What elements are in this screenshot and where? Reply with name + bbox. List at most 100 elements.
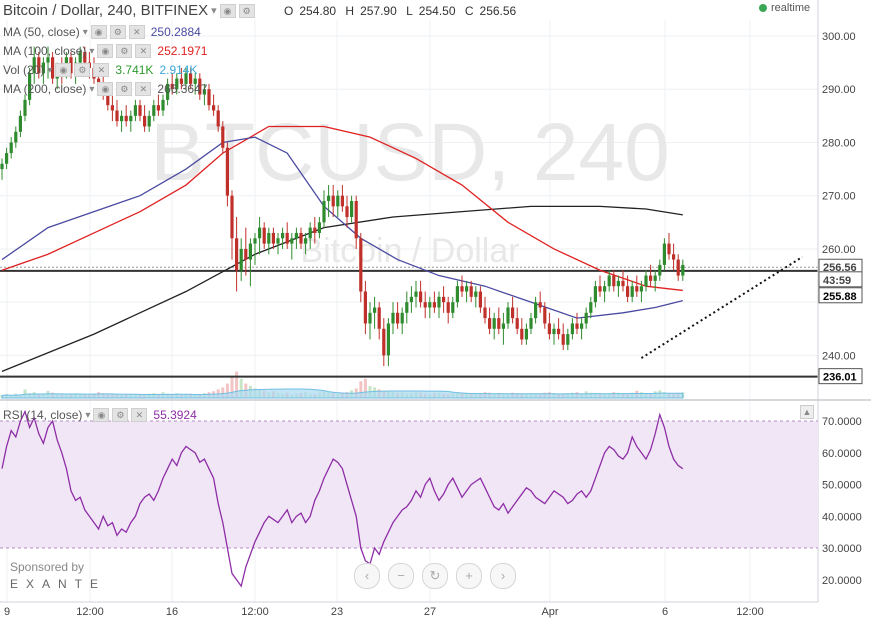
candle-body xyxy=(133,105,137,116)
scroll-left-button[interactable]: ‹ xyxy=(354,563,380,589)
open-label: O xyxy=(284,4,294,18)
volume-bar xyxy=(221,387,225,398)
gear-icon[interactable]: ⚙ xyxy=(238,3,255,18)
candle-body xyxy=(37,57,41,74)
legend-ma200[interactable]: MA (200, close) ▾ ◉ ⚙ ✕ 266.3647 xyxy=(3,82,207,96)
candle-body xyxy=(32,57,36,74)
eye-icon[interactable]: ◉ xyxy=(93,408,110,422)
close-icon[interactable]: ✕ xyxy=(135,82,152,96)
high-value: 257.90 xyxy=(360,4,397,18)
gear-icon[interactable]: ⚙ xyxy=(112,408,129,422)
candle-body xyxy=(469,286,473,297)
legend-ma50[interactable]: MA (50, close) ▾ ◉ ⚙ ✕ 250.2884 xyxy=(3,25,201,39)
candle-body xyxy=(97,78,101,84)
eye-icon[interactable]: ◉ xyxy=(90,25,107,39)
rsi-tick-label: 70.0000 xyxy=(822,416,862,428)
eye-icon[interactable]: ◉ xyxy=(97,44,114,58)
price-tick-label: 300.00 xyxy=(822,31,856,43)
eye-icon[interactable]: ◉ xyxy=(97,82,114,96)
candle-body xyxy=(350,201,354,217)
candle-body xyxy=(28,73,32,100)
volume-bar xyxy=(23,389,27,398)
candle-body xyxy=(129,115,133,122)
chevron-down-icon[interactable]: ▾ xyxy=(89,45,95,57)
candle-body xyxy=(644,275,648,287)
candle-body xyxy=(492,318,496,329)
candle-body xyxy=(253,238,257,244)
close-icon[interactable]: ✕ xyxy=(93,63,110,77)
candle-body xyxy=(78,51,82,63)
candle-body xyxy=(639,286,643,292)
volume-bar xyxy=(239,378,243,398)
candle-body xyxy=(239,248,243,271)
candle-body xyxy=(672,254,676,260)
candle-body xyxy=(511,307,515,319)
chevron-down-icon[interactable]: ▾ xyxy=(47,64,53,76)
volume-ma-value: 2.914K xyxy=(159,63,198,77)
candle-body xyxy=(221,126,225,148)
candle-body xyxy=(649,275,653,281)
candle-body xyxy=(244,248,248,260)
candle-body xyxy=(442,296,446,303)
price-label-text: 236.01 xyxy=(823,372,857,384)
price-label-text: 255.88 xyxy=(823,291,857,303)
chevron-down-icon[interactable]: ▾ xyxy=(89,83,95,95)
candle-body xyxy=(529,318,533,329)
candle-body xyxy=(124,115,128,122)
candle-body xyxy=(235,238,239,271)
ma50-value: 250.2884 xyxy=(150,25,201,39)
candle-body xyxy=(534,302,538,319)
candle-body xyxy=(299,232,303,244)
candle-body xyxy=(147,115,151,127)
candle-body xyxy=(308,227,312,239)
candle-body xyxy=(152,105,156,116)
legend-rsi[interactable]: RSI (14, close) ▾ ◉ ⚙ ✕ 55.3924 xyxy=(3,408,197,422)
gear-icon[interactable]: ⚙ xyxy=(109,25,126,39)
zoom-out-button[interactable]: − xyxy=(388,563,414,589)
ma100-value: 252.1971 xyxy=(157,44,208,58)
legend-ma100[interactable]: MA (100, close) ▾ ◉ ⚙ ✕ 252.1971 xyxy=(3,44,207,58)
close-icon[interactable]: ✕ xyxy=(135,44,152,58)
rsi-tick-label: 50.0000 xyxy=(822,480,862,492)
gear-icon[interactable]: ⚙ xyxy=(74,63,91,77)
candle-body xyxy=(681,264,685,276)
close-icon[interactable]: ✕ xyxy=(128,25,145,39)
time-tick-label: 23 xyxy=(331,606,343,618)
candle-body xyxy=(603,286,607,292)
candle-body xyxy=(460,286,464,292)
chevron-down-icon[interactable]: ▾ xyxy=(85,409,91,421)
price-label-box xyxy=(818,287,863,304)
gear-icon[interactable]: ⚙ xyxy=(116,44,133,58)
sponsor-block[interactable]: Sponsored by EXANTE xyxy=(10,560,106,591)
candle-body xyxy=(363,291,367,324)
rsi-line xyxy=(1,409,684,588)
candle-body xyxy=(653,275,657,281)
chevron-down-icon[interactable]: ▾ xyxy=(82,26,88,38)
candle-body xyxy=(179,78,183,84)
candle-body xyxy=(225,147,229,196)
maximize-pane-icon[interactable]: ▲ xyxy=(800,405,814,419)
close-icon[interactable]: ✕ xyxy=(131,408,148,422)
reset-button[interactable]: ↻ xyxy=(422,563,448,589)
candle-body xyxy=(156,105,160,111)
candle-body xyxy=(455,286,459,303)
scroll-right-button[interactable]: › xyxy=(490,563,516,589)
candle-body xyxy=(14,131,18,143)
volume-bar xyxy=(230,376,234,398)
candle-body xyxy=(506,307,510,324)
candle-body xyxy=(23,99,27,116)
candle-body xyxy=(267,232,271,244)
candle-body xyxy=(304,238,308,244)
zoom-in-button[interactable]: + xyxy=(456,563,482,589)
eye-icon[interactable]: ◉ xyxy=(219,3,236,18)
candle-body xyxy=(515,318,519,329)
legend-volume[interactable]: Vol (20) ▾ ◉ ⚙ ✕ 3.741K 2.914K xyxy=(3,63,197,77)
candle-body xyxy=(396,312,400,324)
gear-icon[interactable]: ⚙ xyxy=(116,82,133,96)
ma200-value: 266.3647 xyxy=(157,82,208,96)
candle-body xyxy=(331,195,335,207)
chevron-down-icon[interactable]: ▾ xyxy=(211,5,217,17)
eye-icon[interactable]: ◉ xyxy=(55,63,72,77)
